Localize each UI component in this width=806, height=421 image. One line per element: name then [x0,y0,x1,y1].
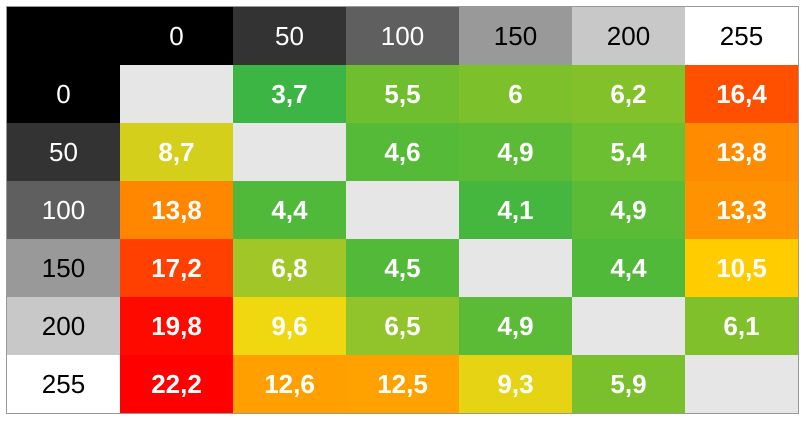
empty-cell [346,181,459,239]
value-cell: 3,7 [233,65,346,123]
value-cell: 17,2 [120,239,233,297]
value-cell: 5,4 [572,123,685,181]
value-cell: 6,1 [685,297,798,355]
value-cell: 13,3 [685,181,798,239]
value-cell: 22,2 [120,355,233,413]
value-cell: 12,5 [346,355,459,413]
value-cell: 4,9 [572,181,685,239]
empty-cell [459,239,572,297]
row-header: 0 [7,65,120,123]
value-cell: 6 [459,65,572,123]
value-cell: 19,8 [120,297,233,355]
value-cell: 6,2 [572,65,685,123]
column-header: 0 [120,7,233,65]
value-cell: 4,5 [346,239,459,297]
row-header: 255 [7,355,120,413]
value-cell: 5,5 [346,65,459,123]
column-header: 100 [346,7,459,65]
column-header: 200 [572,7,685,65]
value-cell: 5,9 [572,355,685,413]
empty-cell [120,65,233,123]
value-cell: 8,7 [120,123,233,181]
value-cell: 6,8 [233,239,346,297]
value-cell: 4,1 [459,181,572,239]
value-cell: 6,5 [346,297,459,355]
column-header: 50 [233,7,346,65]
value-cell: 4,9 [459,123,572,181]
value-cell: 16,4 [685,65,798,123]
value-cell: 12,6 [233,355,346,413]
value-cell: 9,6 [233,297,346,355]
row-header: 50 [7,123,120,181]
value-cell: 10,5 [685,239,798,297]
value-cell: 13,8 [120,181,233,239]
value-cell: 13,8 [685,123,798,181]
heat-table: 0 50 100 150 200 255 0 3,7 5,5 6 6,2 16,4 50 8,7 4,6 4,… [6,6,799,414]
empty-cell [572,297,685,355]
value-cell: 4,4 [233,181,346,239]
column-header: 150 [459,7,572,65]
empty-cell [233,123,346,181]
row-header: 150 [7,239,120,297]
value-cell: 9,3 [459,355,572,413]
value-cell: 4,6 [346,123,459,181]
empty-cell [685,355,798,413]
column-header: 255 [685,7,798,65]
row-header: 200 [7,297,120,355]
value-cell: 4,4 [572,239,685,297]
row-header: 100 [7,181,120,239]
value-cell: 4,9 [459,297,572,355]
corner-cell [7,7,120,65]
